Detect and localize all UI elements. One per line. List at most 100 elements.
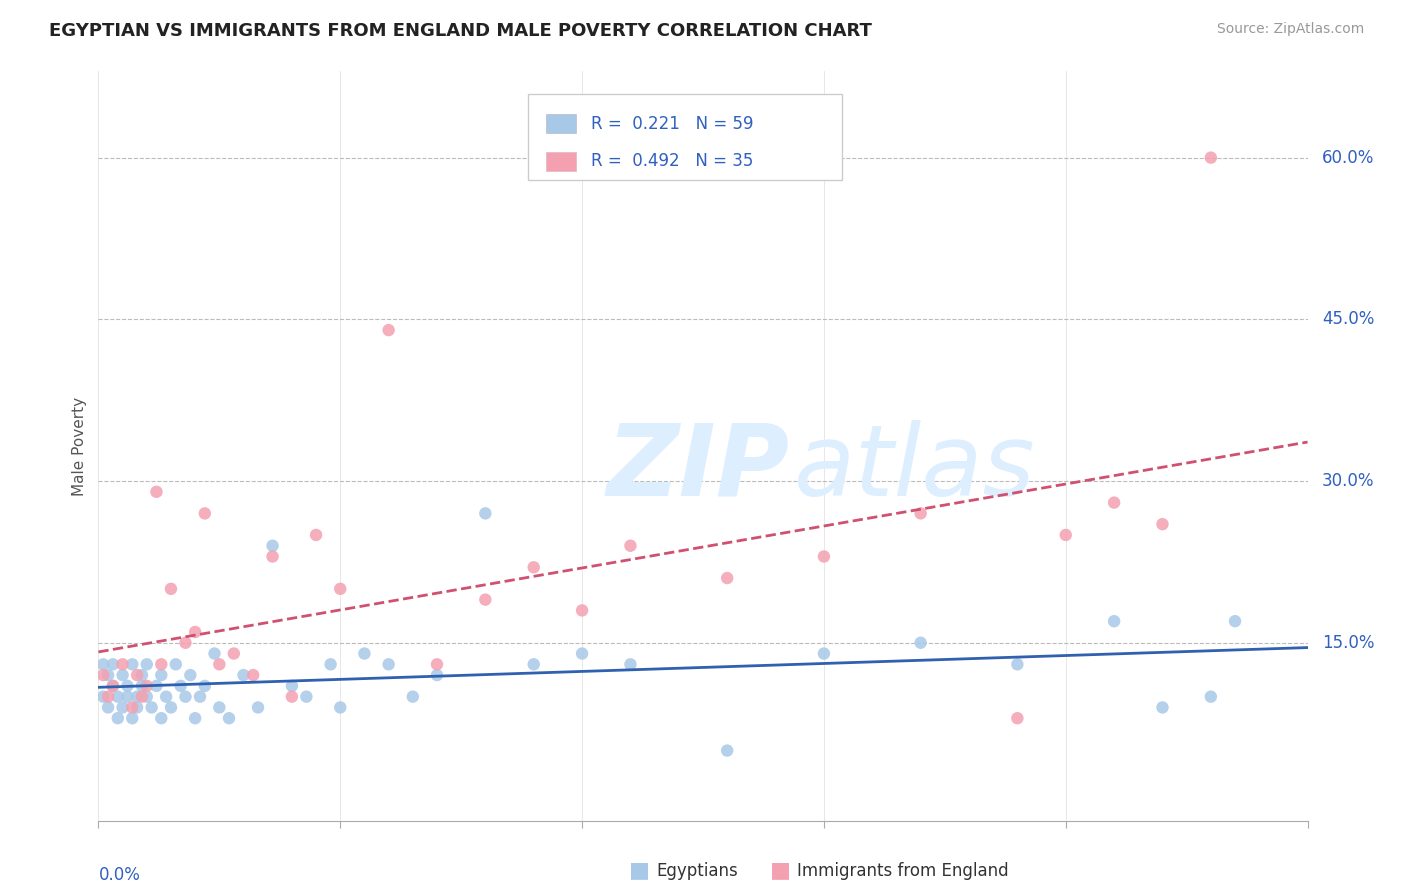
Point	[305, 528, 328, 542]
Point	[571, 603, 593, 617]
Point	[1007, 657, 1029, 672]
Point	[145, 484, 167, 499]
Point	[91, 690, 114, 704]
Point	[218, 711, 240, 725]
Point	[97, 668, 120, 682]
Point	[1199, 151, 1222, 165]
Point	[188, 690, 211, 704]
Point	[111, 700, 134, 714]
Point	[910, 507, 932, 521]
Point	[910, 636, 932, 650]
Point	[117, 679, 139, 693]
Point	[208, 700, 231, 714]
Point	[107, 690, 129, 704]
Point	[329, 582, 352, 596]
Point	[121, 657, 143, 672]
Point	[179, 668, 201, 682]
Point	[523, 560, 546, 574]
Point	[160, 582, 183, 596]
Point	[281, 679, 304, 693]
Point	[165, 657, 187, 672]
Point	[169, 679, 191, 693]
Point	[97, 690, 120, 704]
Point	[242, 668, 264, 682]
Point	[91, 657, 114, 672]
Point	[131, 668, 153, 682]
Point	[474, 507, 496, 521]
Point	[204, 647, 226, 661]
Point	[716, 571, 738, 585]
Point	[150, 657, 173, 672]
Point	[1102, 495, 1125, 509]
Point	[1152, 517, 1174, 532]
Point	[121, 700, 143, 714]
Point	[127, 690, 149, 704]
Point	[160, 700, 183, 714]
Point	[145, 679, 167, 693]
Point	[426, 657, 449, 672]
Point	[135, 679, 157, 693]
Point	[813, 549, 835, 564]
Point	[184, 711, 207, 725]
Bar	[546, 114, 576, 133]
Text: Source: ZipAtlas.com: Source: ZipAtlas.com	[1216, 22, 1364, 37]
Point	[135, 690, 157, 704]
Text: ZIP: ZIP	[606, 420, 789, 517]
Point	[111, 668, 134, 682]
Point	[402, 690, 425, 704]
Point	[97, 700, 120, 714]
Point	[155, 690, 177, 704]
Point	[107, 711, 129, 725]
Y-axis label: Male Poverty: Male Poverty	[72, 396, 87, 496]
Point	[135, 657, 157, 672]
Point	[377, 657, 399, 672]
Text: 30.0%: 30.0%	[1322, 472, 1375, 490]
Point	[101, 657, 124, 672]
Point	[716, 743, 738, 757]
Point	[523, 657, 546, 672]
Point	[1007, 711, 1029, 725]
Point	[194, 507, 217, 521]
Point	[131, 679, 153, 693]
Point	[619, 539, 641, 553]
Point	[426, 668, 449, 682]
Point	[1223, 614, 1246, 628]
Point	[262, 549, 284, 564]
Point	[174, 636, 197, 650]
Text: Immigrants from England: Immigrants from England	[797, 862, 1010, 880]
Point	[319, 657, 342, 672]
Point	[101, 679, 124, 693]
Point	[1102, 614, 1125, 628]
Point	[353, 647, 375, 661]
Text: EGYPTIAN VS IMMIGRANTS FROM ENGLAND MALE POVERTY CORRELATION CHART: EGYPTIAN VS IMMIGRANTS FROM ENGLAND MALE…	[49, 22, 872, 40]
Point	[474, 592, 496, 607]
Text: ■: ■	[630, 861, 650, 880]
Point	[232, 668, 254, 682]
Point	[619, 657, 641, 672]
Text: R =  0.492   N = 35: R = 0.492 N = 35	[591, 153, 754, 170]
Point	[377, 323, 399, 337]
Point	[101, 679, 124, 693]
Text: 15.0%: 15.0%	[1322, 633, 1375, 652]
Point	[150, 711, 173, 725]
Point	[184, 624, 207, 639]
Point	[194, 679, 217, 693]
Text: Egyptians: Egyptians	[657, 862, 738, 880]
Point	[222, 647, 245, 661]
Text: atlas: atlas	[793, 420, 1035, 517]
Text: 0.0%: 0.0%	[98, 865, 141, 884]
Point	[247, 700, 270, 714]
Point	[117, 690, 139, 704]
Point	[127, 700, 149, 714]
Point	[295, 690, 318, 704]
Text: 45.0%: 45.0%	[1322, 310, 1375, 328]
Point	[1152, 700, 1174, 714]
Point	[91, 668, 114, 682]
Point	[262, 539, 284, 553]
Point	[1054, 528, 1077, 542]
Point	[141, 700, 163, 714]
Point	[571, 647, 593, 661]
Point	[208, 657, 231, 672]
Point	[813, 647, 835, 661]
Point	[150, 668, 173, 682]
